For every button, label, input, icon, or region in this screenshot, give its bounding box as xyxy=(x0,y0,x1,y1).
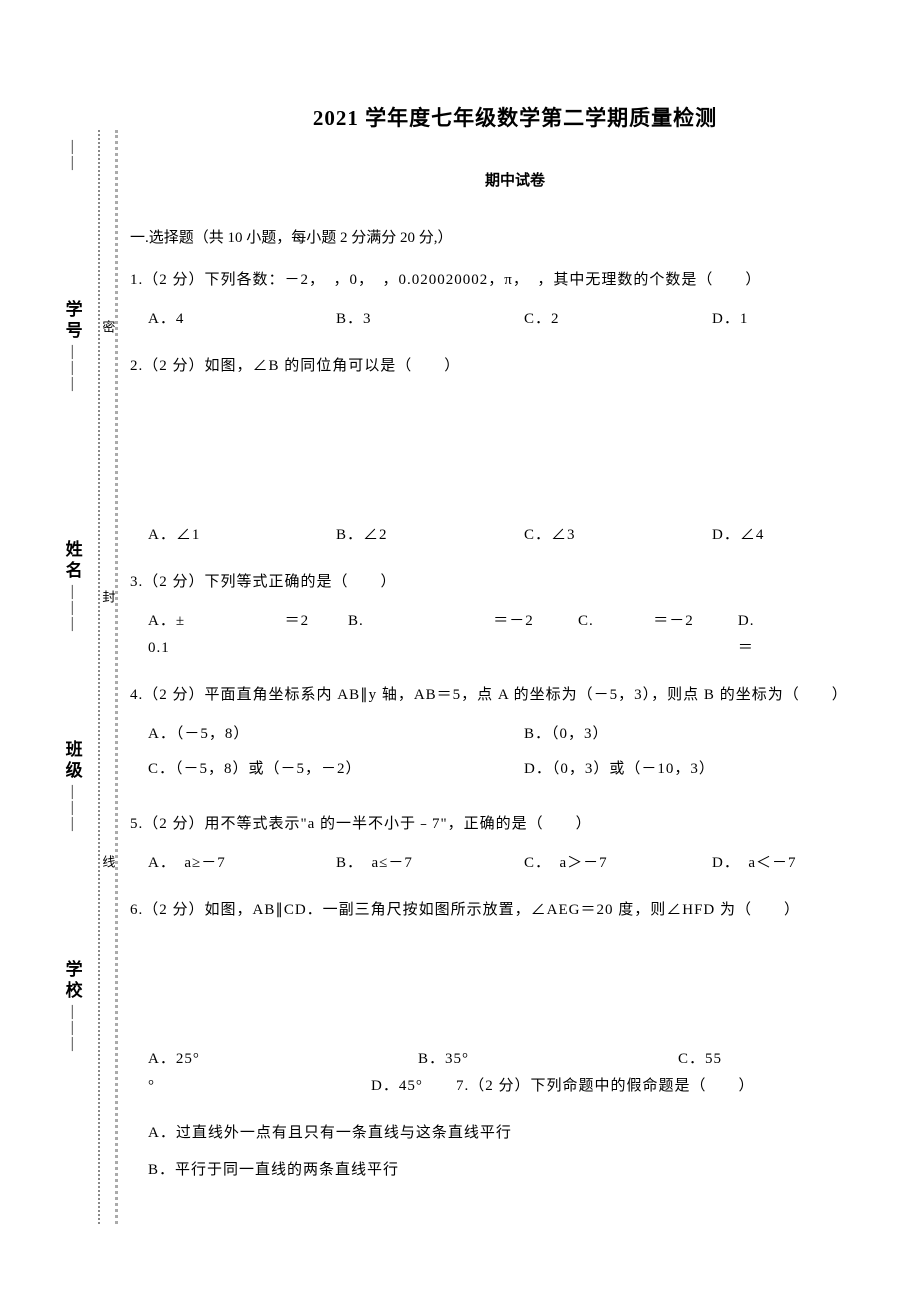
q1-text: 1.（2 分）下列各数：－2， ，0， ，0.020020002，π， ，其中无… xyxy=(130,267,900,294)
question-4: 4.（2 分）平面直角坐标系内 AB∥y 轴，AB＝5，点 A 的坐标为（－5，… xyxy=(130,682,900,791)
label-xuexiao: 学校 xyxy=(56,960,87,1002)
q3-a-eq: ＝2 xyxy=(285,613,310,629)
q3-option-a: A．± ＝2 0.1 xyxy=(148,608,348,662)
dotted-vertical-line xyxy=(98,130,100,1224)
question-3: 3.（2 分）下列等式正确的是（ ） A．± ＝2 0.1 B. ＝－2 C. … xyxy=(130,569,900,662)
question-1: 1.（2 分）下列各数：－2， ，0， ，0.020020002，π， ，其中无… xyxy=(130,267,900,333)
line-segment: ——— xyxy=(60,345,85,393)
question-7: A．过直线外一点有且只有一条直线与这条直线平行 B．平行于同一直线的两条直线平行 xyxy=(130,1120,900,1184)
q3-text: 3.（2 分）下列等式正确的是（ ） xyxy=(130,569,900,596)
section-1-header: 一.选择题（共 10 小题，每小题 2 分满分 20 分,） xyxy=(130,225,900,252)
q3-d-eq: ＝ xyxy=(738,640,754,656)
q2-text: 2.（2 分）如图，∠B 的同位角可以是（ ） xyxy=(130,353,900,380)
q3-b-eq: ＝－2 xyxy=(493,613,534,629)
question-2: 2.（2 分）如图，∠B 的同位角可以是（ ） A．∠1 B．∠2 C．∠3 D… xyxy=(130,353,900,549)
q7-option-b: B．平行于同一直线的两条直线平行 xyxy=(148,1157,900,1184)
q2-option-c: C．∠3 xyxy=(524,522,712,549)
q3-c-eq: ＝－2 xyxy=(653,613,694,629)
line-segment: —— xyxy=(60,140,85,172)
q6-figure-placeholder xyxy=(130,936,900,1046)
question-5: 5.（2 分）用不等式表示"a 的一半不小于﹣7"，正确的是（ ） A． a≥－… xyxy=(130,811,900,877)
q5-option-b: B． a≤－7 xyxy=(336,850,524,877)
q2-option-b: B．∠2 xyxy=(336,522,524,549)
dotted-vertical-line-2 xyxy=(115,130,118,1224)
q6-degree-symbol: ° xyxy=(148,1073,166,1100)
q7-text: 7.（2 分）下列命题中的假命题是（ ） xyxy=(456,1073,755,1100)
q3-a-label: A．± xyxy=(148,613,185,629)
q5-option-d: D． a＜－7 xyxy=(712,850,900,877)
question-6: 6.（2 分）如图，AB∥CD．一副三角尺按如图所示放置，∠AEG＝20 度，则… xyxy=(130,897,900,1100)
q2-option-d: D．∠4 xyxy=(712,522,900,549)
q3-option-d: D. ＝ xyxy=(738,608,900,662)
seal-char-xian: 线 xyxy=(96,855,119,874)
q4-option-d: D．（0，3）或（－10，3） xyxy=(524,756,900,783)
q6-option-d: D．45° xyxy=(166,1073,456,1100)
q4-option-b: B．（0，3） xyxy=(524,721,900,748)
q3-b-label: B. xyxy=(348,613,364,629)
label-xuehao: 学号 xyxy=(56,300,87,342)
q3-c-label: C. xyxy=(578,613,594,629)
exam-content: 2021 学年度七年级数学第二学期质量检测 期中试卷 一.选择题（共 10 小题… xyxy=(120,0,920,1224)
q3-d-label: D. xyxy=(738,613,755,629)
q1-option-c: C．2 xyxy=(524,306,712,333)
q5-option-c: C． a＞－7 xyxy=(524,850,712,877)
q6-option-b: B．35° xyxy=(418,1046,678,1073)
q4-option-a: A．（－5，8） xyxy=(148,721,524,748)
q6-text: 6.（2 分）如图，AB∥CD．一副三角尺按如图所示放置，∠AEG＝20 度，则… xyxy=(130,897,900,924)
q5-text: 5.（2 分）用不等式表示"a 的一半不小于﹣7"，正确的是（ ） xyxy=(130,811,900,838)
seal-char-mi: 密 xyxy=(96,320,119,339)
binding-sidebar: —— 学号 ——— 姓名 ——— 班级 ——— 学校 ——— 密 封 线 xyxy=(0,0,120,1224)
exam-subtitle: 期中试卷 xyxy=(130,168,900,195)
label-banji: 班级 xyxy=(56,740,87,782)
q2-option-a: A．∠1 xyxy=(148,522,336,549)
line-segment: ——— xyxy=(60,1005,85,1053)
q3-option-c: C. ＝－2 xyxy=(578,608,738,662)
q3-option-b: B. ＝－2 xyxy=(348,608,578,662)
q6-option-c: C．55 xyxy=(678,1046,722,1073)
q1-option-b: B．3 xyxy=(336,306,524,333)
q4-text: 4.（2 分）平面直角坐标系内 AB∥y 轴，AB＝5，点 A 的坐标为（－5，… xyxy=(130,682,900,709)
q3-a-sub: 0.1 xyxy=(148,635,348,662)
q1-option-d: D．1 xyxy=(712,306,900,333)
q6-option-a: A．25° xyxy=(148,1046,418,1073)
label-xingming: 姓名 xyxy=(56,540,87,582)
q2-figure-placeholder xyxy=(130,392,900,522)
seal-char-feng: 封 xyxy=(96,590,119,609)
q4-option-c: C．（－5，8）或（－5，－2） xyxy=(148,756,524,783)
q5-option-a: A． a≥－7 xyxy=(148,850,336,877)
exam-title: 2021 学年度七年级数学第二学期质量检测 xyxy=(130,100,900,138)
q1-option-a: A．4 xyxy=(148,306,336,333)
line-segment: ——— xyxy=(60,585,85,633)
q7-option-a: A．过直线外一点有且只有一条直线与这条直线平行 xyxy=(148,1120,900,1147)
line-segment: ——— xyxy=(60,785,85,833)
